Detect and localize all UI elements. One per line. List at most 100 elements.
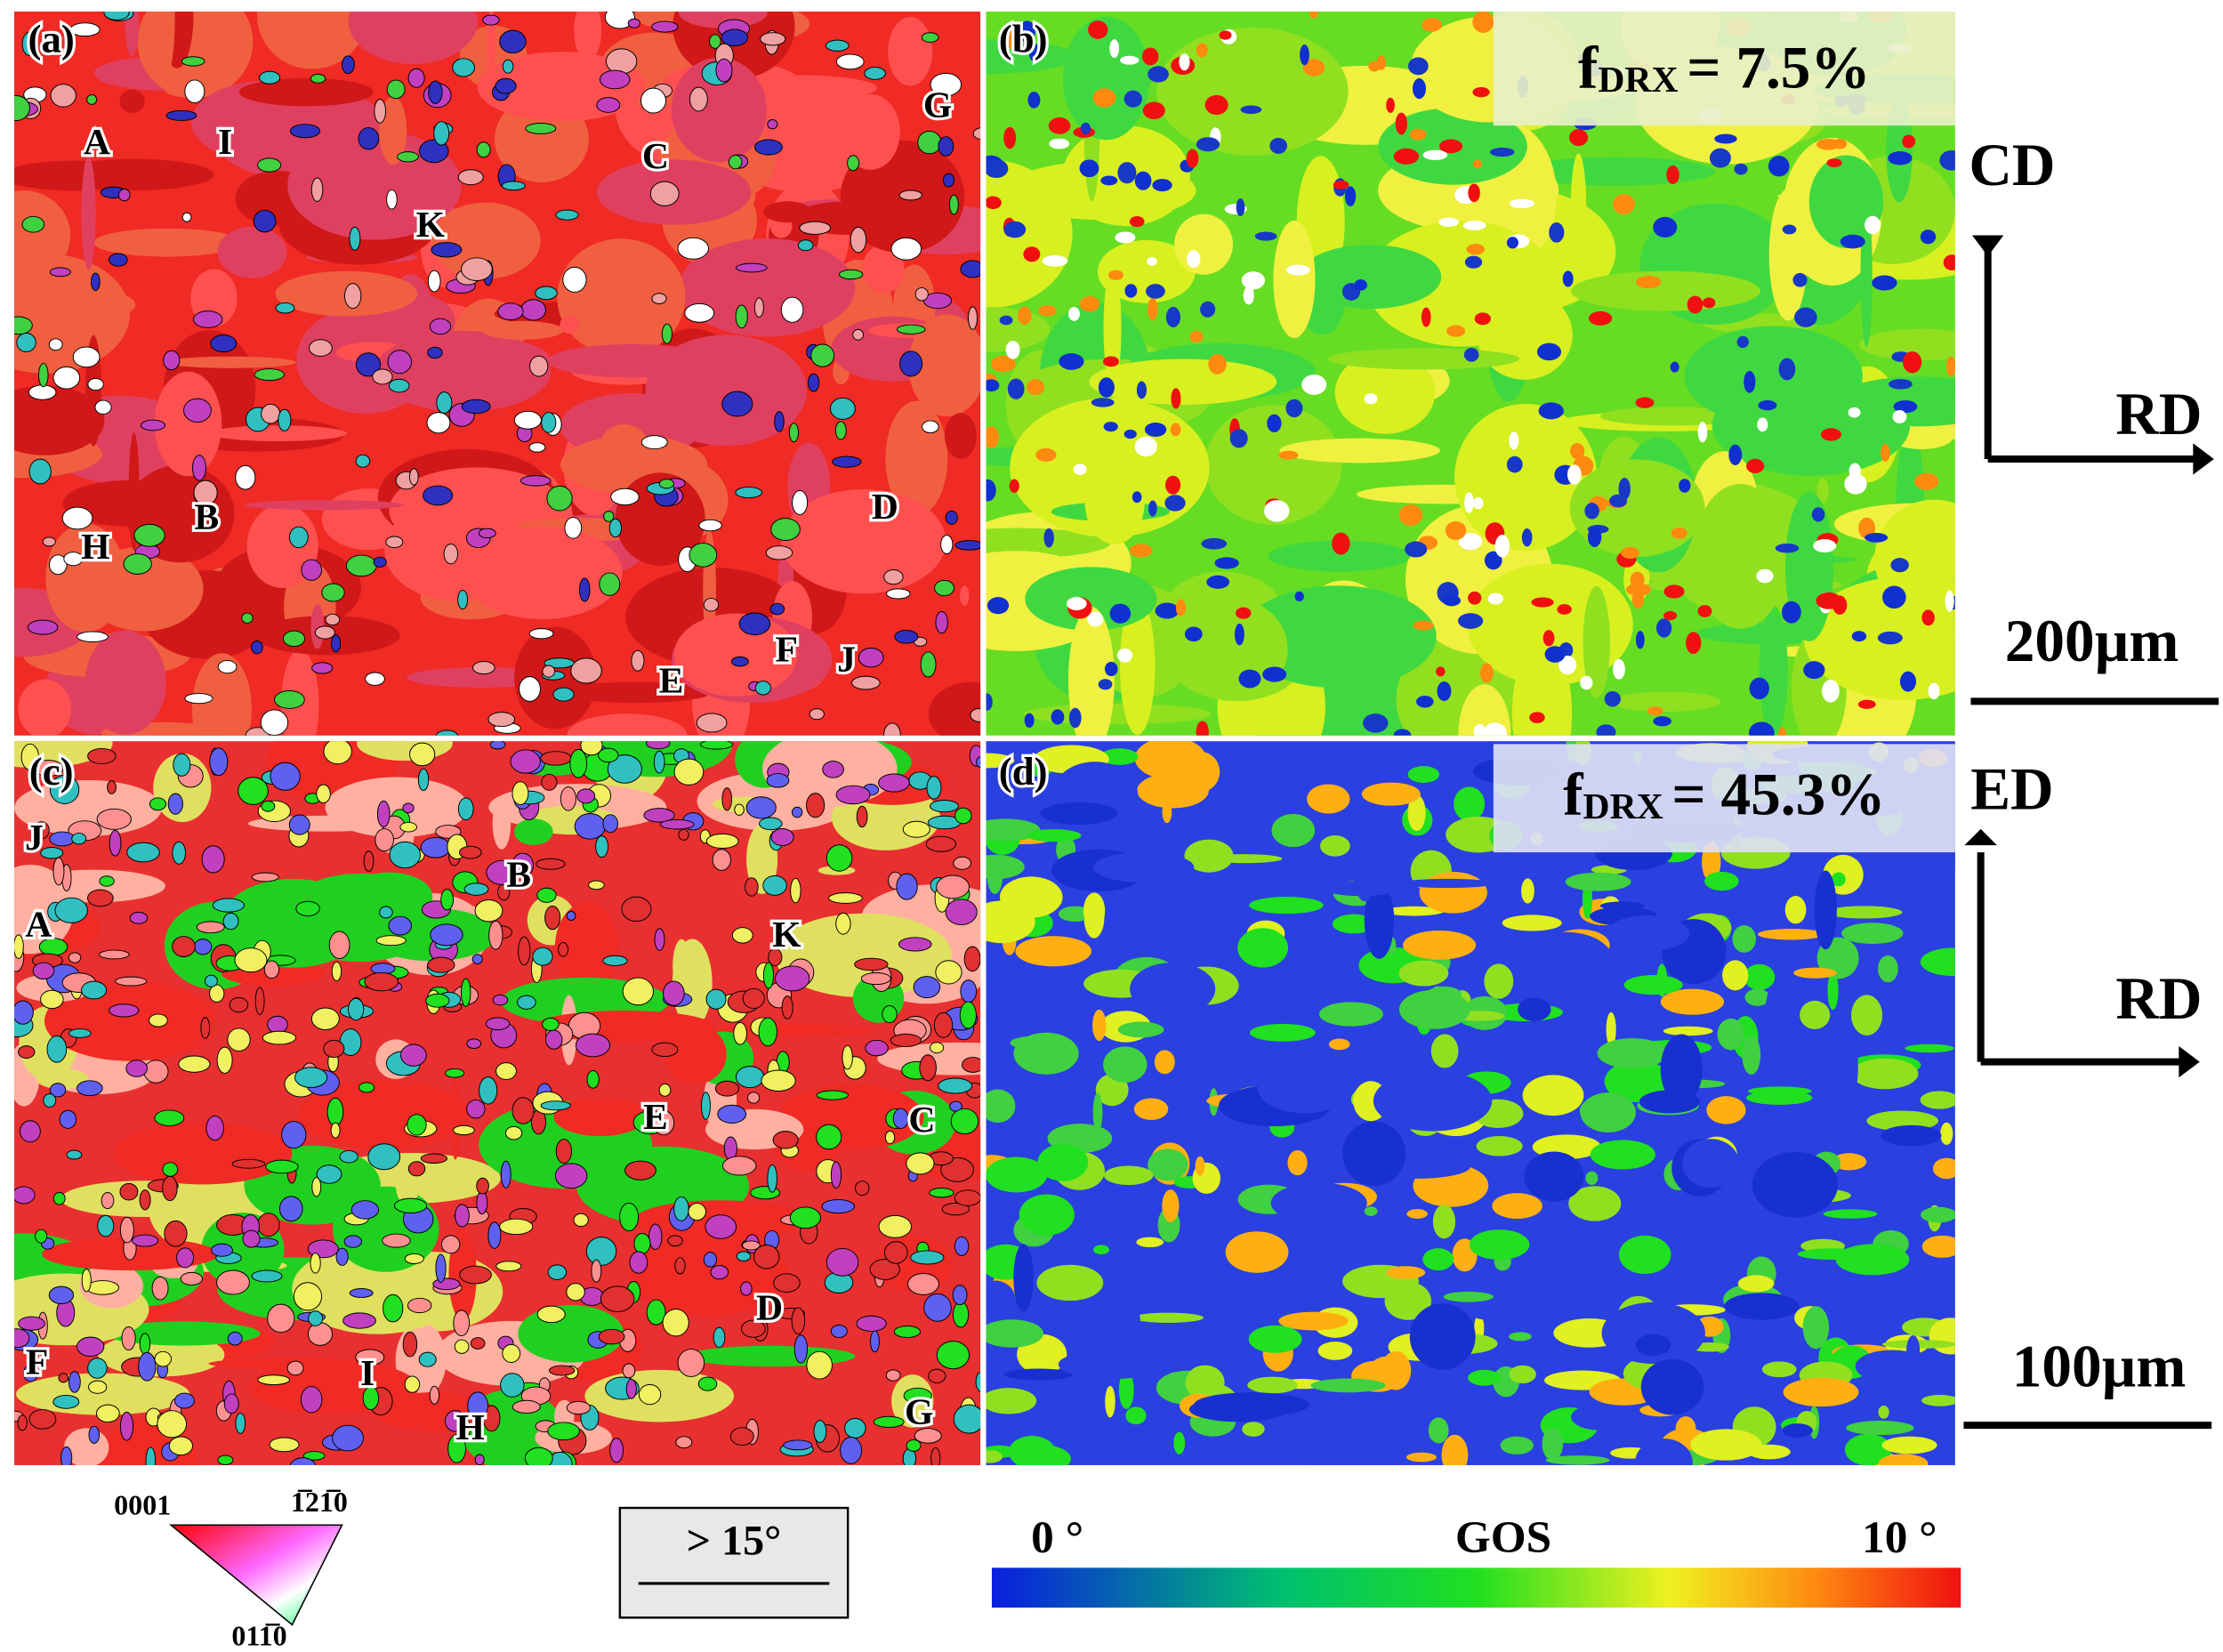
grain <box>60 1446 73 1465</box>
grain <box>860 972 891 986</box>
grain <box>780 296 804 323</box>
grain <box>14 160 149 191</box>
grain <box>1083 892 1106 930</box>
grain <box>1679 479 1691 493</box>
grain <box>1170 423 1181 437</box>
grain <box>1257 1061 1353 1114</box>
grain <box>558 942 569 957</box>
grain <box>599 69 631 90</box>
grain <box>1027 829 1082 842</box>
grain <box>139 1333 151 1355</box>
grain <box>87 1358 108 1379</box>
grain <box>409 468 419 486</box>
grain <box>1124 429 1137 439</box>
grain <box>1458 533 1483 551</box>
grain <box>546 485 573 512</box>
grain <box>238 77 374 107</box>
grain <box>1509 1332 1532 1342</box>
grain <box>763 201 812 223</box>
grain <box>109 1003 140 1018</box>
grain <box>245 500 405 511</box>
fdrx-subscript: DRX <box>1598 60 1678 101</box>
grain <box>217 659 238 674</box>
grain <box>1437 681 1452 702</box>
grain <box>307 1322 334 1346</box>
grain <box>316 784 331 804</box>
grain <box>1132 1312 1204 1323</box>
grain <box>1888 379 1913 390</box>
grain <box>342 55 355 75</box>
grain <box>1009 479 1019 494</box>
grain <box>936 874 970 899</box>
point-label: I <box>360 1353 375 1394</box>
grain <box>350 1200 380 1220</box>
grain <box>986 1280 1016 1318</box>
grain <box>289 124 321 139</box>
grain <box>344 283 362 310</box>
grain <box>894 629 919 644</box>
grain <box>1091 398 1115 407</box>
grain <box>489 741 506 750</box>
grain <box>321 583 345 602</box>
grain <box>898 189 922 201</box>
grain <box>745 796 777 819</box>
grain <box>970 708 981 722</box>
grain <box>1024 713 1035 729</box>
grain <box>1059 353 1084 370</box>
grain <box>1878 955 1898 983</box>
grain <box>1175 599 1186 616</box>
grain <box>888 17 933 86</box>
grain <box>425 993 450 1008</box>
grain <box>1134 171 1152 190</box>
grain <box>1601 1301 1705 1365</box>
grain <box>781 995 793 1019</box>
grain <box>428 80 443 104</box>
grain <box>43 1093 57 1108</box>
grain <box>1470 1305 1564 1323</box>
grain <box>34 760 64 777</box>
grain <box>714 1080 740 1097</box>
boundary-legend-box <box>618 1506 850 1619</box>
grain <box>1939 149 1955 171</box>
grain <box>954 807 972 825</box>
grain <box>654 928 665 951</box>
grain <box>154 371 222 477</box>
grain <box>903 1387 932 1404</box>
grain <box>1697 422 1708 443</box>
grain <box>235 464 256 490</box>
grain <box>942 173 955 188</box>
grain <box>99 875 115 887</box>
grain <box>453 1310 471 1337</box>
grain <box>97 1214 115 1237</box>
grain <box>1511 640 1573 736</box>
grain <box>1407 794 1426 831</box>
grain <box>788 423 800 443</box>
grain <box>1454 786 1486 822</box>
grain <box>832 455 862 468</box>
grain <box>1419 871 1487 914</box>
grain <box>216 1269 250 1295</box>
grain <box>1093 1245 1110 1255</box>
grain <box>479 1076 498 1105</box>
grain <box>851 675 881 690</box>
grain <box>705 833 739 850</box>
point-label: D <box>872 487 898 528</box>
grain <box>659 818 695 830</box>
grain <box>934 579 954 597</box>
grain <box>922 420 939 434</box>
grain <box>123 553 152 575</box>
grain <box>388 915 413 936</box>
grain <box>1249 1023 1316 1042</box>
grain <box>595 835 609 858</box>
grain <box>1007 378 1025 399</box>
grain <box>554 902 619 993</box>
grain <box>677 1349 705 1377</box>
grain <box>1248 1325 1302 1353</box>
grain <box>196 921 225 934</box>
fdrx-subscript: DRX <box>1583 786 1663 827</box>
grain <box>269 1437 300 1453</box>
grain <box>1200 301 1216 318</box>
grain <box>254 368 285 382</box>
grain <box>227 1331 243 1346</box>
grain <box>678 828 689 841</box>
